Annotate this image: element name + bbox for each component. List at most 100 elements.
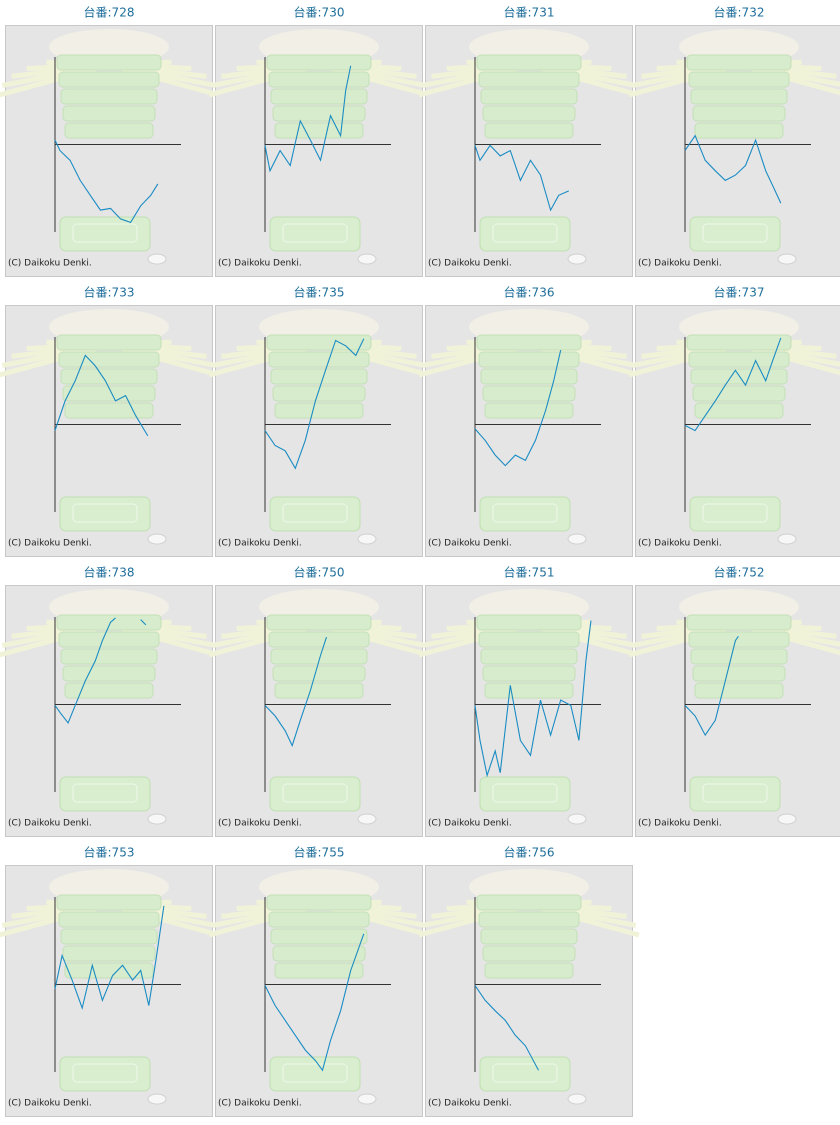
decoration: [273, 106, 365, 121]
credit: (C) Daikoku Denki.: [218, 259, 302, 269]
decoration: [148, 534, 166, 544]
chart-title: 台番:731: [504, 5, 555, 20]
decoration: [59, 352, 159, 367]
decoration: [63, 666, 155, 681]
decoration: [483, 946, 575, 961]
credit: (C) Daikoku Denki.: [8, 819, 92, 829]
decoration: [483, 666, 575, 681]
decoration: [269, 72, 369, 87]
decoration: [59, 72, 159, 87]
decoration: [689, 352, 789, 367]
decoration: [485, 403, 573, 418]
decoration: [148, 814, 166, 824]
chart-title: 台番:751: [504, 565, 555, 580]
credit: (C) Daikoku Denki.: [218, 539, 302, 549]
decoration: [477, 55, 581, 70]
decoration: [477, 335, 581, 350]
decoration: [485, 123, 573, 138]
chart-panel: (C) Daikoku Denki.: [209, 306, 429, 557]
decoration: [693, 666, 785, 681]
chart-title: 台番:753: [84, 845, 135, 860]
decoration: [691, 89, 787, 104]
credit: (C) Daikoku Denki.: [428, 1099, 512, 1109]
chart-title: 台番:756: [504, 845, 555, 860]
decoration: [275, 123, 363, 138]
decoration: [778, 814, 796, 824]
chart-panel: (C) Daikoku Denki.: [0, 306, 219, 557]
chart-panel: (C) Daikoku Denki.: [0, 866, 219, 1117]
decoration: [267, 895, 371, 910]
decoration: [485, 963, 573, 978]
credit: (C) Daikoku Denki.: [8, 539, 92, 549]
decoration: [695, 683, 783, 698]
decoration: [481, 369, 577, 384]
decoration: [271, 929, 367, 944]
decoration: [483, 106, 575, 121]
decoration: [691, 649, 787, 664]
credit: (C) Daikoku Denki.: [638, 539, 722, 549]
decoration: [275, 683, 363, 698]
decoration: [693, 106, 785, 121]
decoration: [479, 352, 579, 367]
decoration: [477, 615, 581, 630]
chart-panel: (C) Daikoku Denki.: [419, 586, 639, 837]
decoration: [59, 912, 159, 927]
credit: (C) Daikoku Denki.: [218, 819, 302, 829]
chart-title: 台番:750: [294, 565, 345, 580]
decoration: [358, 254, 376, 264]
decoration: [65, 963, 153, 978]
decoration: [267, 55, 371, 70]
decoration: [273, 946, 365, 961]
decoration: [271, 89, 367, 104]
decoration: [269, 632, 369, 647]
decoration: [63, 106, 155, 121]
decoration: [479, 632, 579, 647]
chart-title: 台番:736: [504, 285, 555, 300]
chart-panel: (C) Daikoku Denki.: [629, 306, 840, 557]
decoration: [481, 929, 577, 944]
chart-panel: (C) Daikoku Denki.: [209, 586, 429, 837]
chart-panel: (C) Daikoku Denki.: [209, 26, 429, 277]
decoration: [275, 403, 363, 418]
decoration: [57, 55, 161, 70]
decoration: [479, 72, 579, 87]
decoration: [568, 534, 586, 544]
decoration: [689, 72, 789, 87]
chart-panel: (C) Daikoku Denki.: [209, 866, 429, 1117]
decoration: [568, 814, 586, 824]
chart-panel: (C) Daikoku Denki.: [629, 26, 840, 277]
chart-panel: (C) Daikoku Denki.: [0, 26, 219, 277]
decoration: [61, 649, 157, 664]
decoration: [485, 683, 573, 698]
chart-title: 台番:738: [84, 565, 135, 580]
decoration: [687, 55, 791, 70]
chart-title: 台番:728: [84, 5, 135, 20]
decoration: [57, 615, 161, 630]
decoration: [148, 1094, 166, 1104]
credit: (C) Daikoku Denki.: [218, 1099, 302, 1109]
decoration: [61, 929, 157, 944]
decoration: [687, 335, 791, 350]
chart-panel: (C) Daikoku Denki.: [419, 306, 639, 557]
chart-panel: (C) Daikoku Denki.: [629, 586, 840, 837]
decoration: [63, 946, 155, 961]
decoration: [689, 632, 789, 647]
credit: (C) Daikoku Denki.: [428, 259, 512, 269]
decoration: [358, 814, 376, 824]
credit: (C) Daikoku Denki.: [428, 539, 512, 549]
decoration: [483, 386, 575, 401]
chart-title: 台番:733: [84, 285, 135, 300]
chart-title: 台番:732: [714, 5, 765, 20]
credit: (C) Daikoku Denki.: [8, 1099, 92, 1109]
decoration: [267, 335, 371, 350]
decoration: [269, 912, 369, 927]
decoration: [568, 1094, 586, 1104]
credit: (C) Daikoku Denki.: [8, 259, 92, 269]
chart-panel: (C) Daikoku Denki.: [419, 866, 639, 1117]
chart-title: 台番:737: [714, 285, 765, 300]
chart-title: 台番:755: [294, 845, 345, 860]
decoration: [57, 335, 161, 350]
decoration: [65, 403, 153, 418]
credit: (C) Daikoku Denki.: [428, 819, 512, 829]
